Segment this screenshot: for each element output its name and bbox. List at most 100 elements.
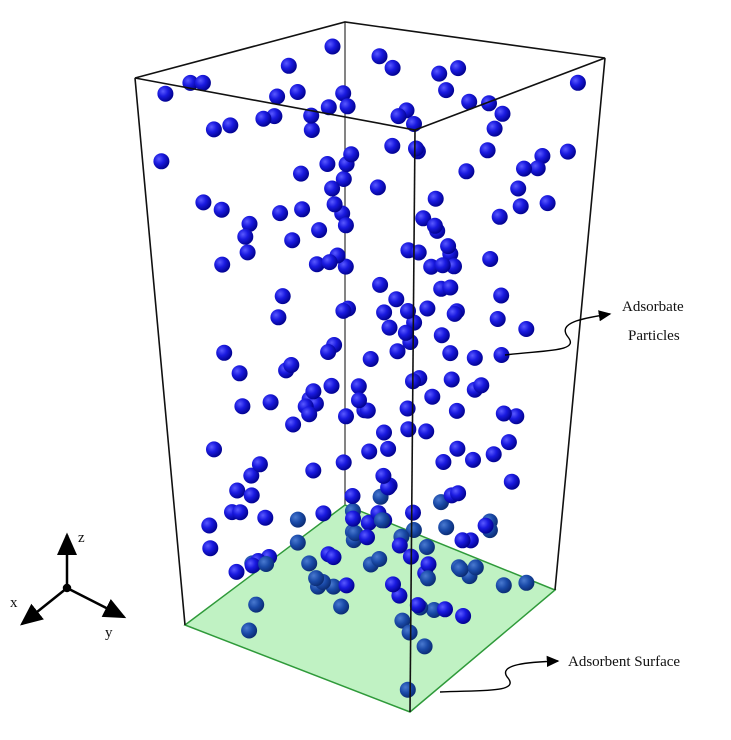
- particle: [508, 408, 525, 425]
- particle: [351, 392, 367, 409]
- particle: [371, 48, 388, 65]
- particle: [385, 576, 401, 593]
- particle: [418, 423, 435, 440]
- particle: [442, 345, 459, 362]
- particle: [205, 121, 222, 138]
- particle: [373, 512, 390, 529]
- particle: [466, 349, 483, 366]
- adsorbate-label: Particles: [628, 328, 680, 344]
- particle: [569, 74, 586, 91]
- particle: [461, 93, 478, 110]
- axis-label-z: z: [78, 530, 85, 546]
- axis-triad: [20, 532, 127, 626]
- particle: [157, 85, 174, 102]
- particle: [228, 563, 245, 580]
- particle: [311, 222, 328, 239]
- particle: [494, 105, 511, 122]
- particle: [415, 210, 432, 227]
- particle: [195, 194, 212, 211]
- particle: [335, 85, 352, 102]
- particle: [243, 467, 260, 484]
- particle: [362, 351, 379, 367]
- particle: [534, 148, 551, 164]
- particle: [241, 215, 258, 232]
- adsorbate-arrow: [504, 310, 612, 356]
- particle: [369, 179, 386, 196]
- particle: [333, 598, 350, 615]
- particle: [301, 555, 318, 572]
- particle: [323, 377, 340, 394]
- particle: [308, 256, 325, 273]
- particle: [458, 163, 475, 180]
- particle: [248, 596, 265, 613]
- particle: [251, 456, 268, 473]
- particle: [481, 95, 497, 112]
- particle: [301, 406, 318, 423]
- particle: [448, 402, 465, 419]
- particle: [337, 217, 354, 234]
- particle: [477, 517, 494, 534]
- particle: [500, 434, 517, 451]
- particle: [495, 405, 512, 422]
- particle: [559, 143, 576, 160]
- particle: [518, 574, 535, 591]
- particle: [539, 195, 556, 212]
- particle: [384, 137, 401, 154]
- particle: [495, 577, 512, 594]
- particle: [269, 88, 286, 105]
- particle: [419, 300, 436, 317]
- particle: [241, 622, 258, 639]
- particle: [450, 60, 467, 77]
- particle: [405, 504, 421, 521]
- particle: [467, 559, 484, 576]
- particle: [438, 82, 455, 99]
- particle: [361, 443, 378, 460]
- particle: [454, 532, 471, 549]
- particle: [420, 556, 437, 573]
- particle: [394, 612, 411, 629]
- particle: [289, 534, 306, 551]
- particle: [493, 347, 510, 363]
- particle: [213, 201, 230, 218]
- particle: [433, 327, 450, 344]
- particle: [376, 304, 393, 321]
- particle: [486, 120, 503, 137]
- particle: [321, 254, 338, 271]
- particle: [375, 467, 392, 484]
- particle: [408, 140, 424, 157]
- particle: [244, 557, 261, 574]
- particle: [449, 440, 466, 457]
- particle: [201, 517, 218, 534]
- particles: [153, 38, 586, 698]
- particle: [303, 122, 320, 138]
- particle: [222, 117, 239, 134]
- particle: [418, 539, 435, 555]
- particle: [335, 171, 352, 187]
- particle: [285, 416, 302, 433]
- particle: [371, 551, 388, 567]
- particle: [442, 279, 459, 296]
- particle: [234, 398, 251, 415]
- particle: [485, 446, 502, 463]
- particle: [343, 146, 360, 163]
- adsorbate-label: Adsorbate: [622, 299, 684, 315]
- particle: [255, 110, 272, 127]
- particle: [399, 400, 416, 417]
- particle: [262, 394, 279, 411]
- particle: [216, 344, 233, 361]
- particle: [339, 98, 356, 115]
- particle: [479, 142, 496, 159]
- particle: [338, 577, 355, 594]
- particle: [324, 180, 341, 197]
- particle: [424, 388, 441, 405]
- particle: [431, 65, 448, 82]
- particle: [482, 251, 499, 267]
- particle: [257, 509, 274, 526]
- particle: [438, 519, 455, 536]
- particle: [388, 291, 405, 308]
- particle: [229, 482, 246, 499]
- particle: [465, 451, 481, 468]
- particle: [401, 624, 418, 641]
- particle: [320, 344, 337, 360]
